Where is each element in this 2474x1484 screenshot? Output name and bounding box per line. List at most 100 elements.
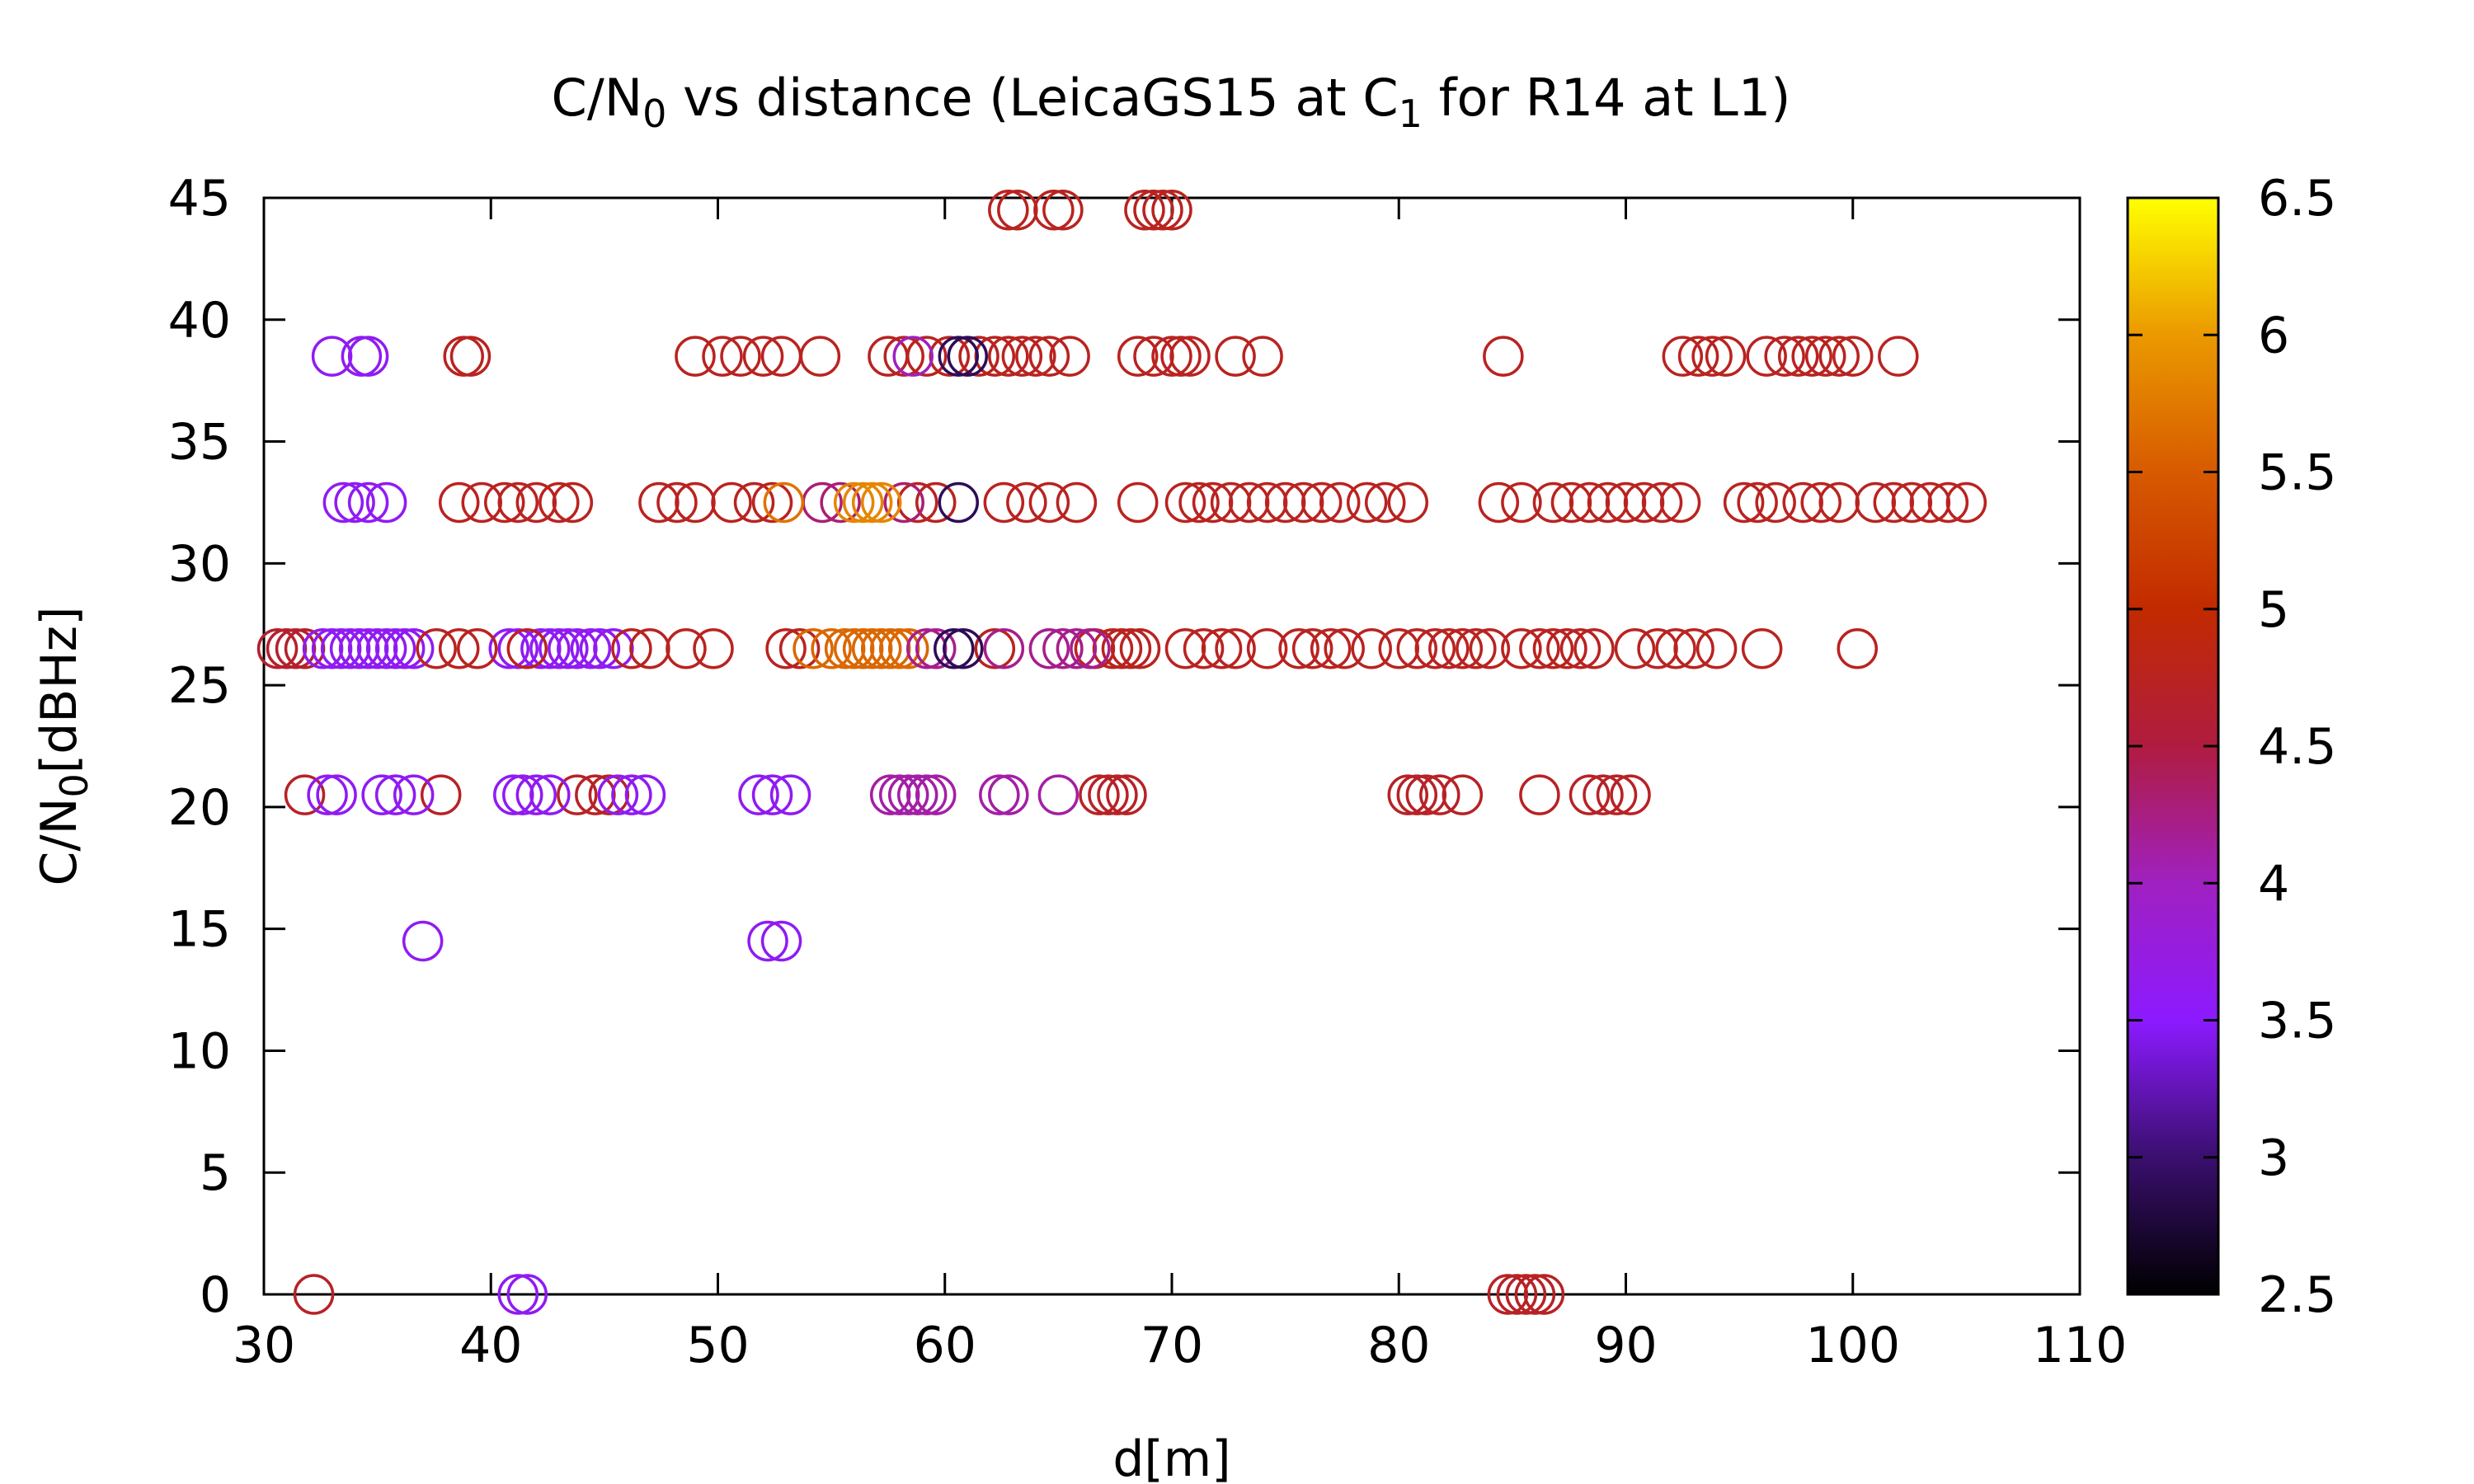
- data-point: [497, 628, 539, 669]
- data-point: [915, 774, 957, 815]
- data-point: [738, 774, 779, 815]
- data-point: [1641, 481, 1683, 524]
- data-point: [1583, 774, 1624, 815]
- y-tick-label: 45: [168, 170, 231, 228]
- data-point: [1264, 481, 1306, 524]
- data-point: [720, 336, 761, 377]
- data-point: [383, 628, 426, 669]
- data-point: [529, 774, 571, 815]
- data-point: [842, 628, 884, 669]
- data-point: [506, 1274, 548, 1315]
- data-point: [1662, 336, 1704, 377]
- data-point: [869, 774, 911, 815]
- y-tick-label: 20: [168, 779, 231, 837]
- data-point: [860, 481, 902, 524]
- data-point: [1487, 1274, 1529, 1315]
- data-point: [515, 481, 557, 524]
- y-tick-label: 0: [200, 1266, 231, 1324]
- colorbar-tick-label: 3: [2258, 1129, 2289, 1187]
- data-point: [1414, 628, 1456, 669]
- data-point: [1532, 481, 1574, 524]
- data-point: [320, 628, 362, 669]
- data-point: [1659, 481, 1701, 524]
- data-point: [1246, 481, 1288, 524]
- data-point: [1201, 628, 1243, 669]
- data-point: [1605, 481, 1647, 524]
- data-point: [799, 336, 841, 377]
- data-point: [1210, 481, 1252, 524]
- data-point: [1596, 774, 1638, 815]
- data-points: [256, 190, 1987, 1315]
- data-point: [520, 628, 562, 669]
- x-tick-label: 50: [686, 1317, 749, 1374]
- y-axis-title: C/N0[dBHz]: [31, 607, 96, 886]
- data-point: [675, 336, 716, 377]
- data-point: [1505, 1274, 1547, 1315]
- data-point: [905, 774, 948, 815]
- data-point: [275, 628, 317, 669]
- data-point: [302, 628, 344, 669]
- data-point: [1242, 336, 1283, 377]
- data-point: [1519, 774, 1560, 815]
- data-point: [629, 628, 670, 669]
- data-point: [1097, 774, 1138, 815]
- data-point: [860, 628, 902, 669]
- data-point: [593, 628, 634, 669]
- data-point: [820, 481, 861, 524]
- data-point: [1164, 628, 1206, 669]
- data-point: [1755, 481, 1796, 524]
- data-point: [1546, 628, 1587, 669]
- data-point: [1705, 336, 1747, 377]
- data-point: [887, 628, 929, 669]
- data-point: [1310, 628, 1352, 669]
- data-point: [611, 628, 652, 669]
- data-point: [1215, 628, 1256, 669]
- data-point: [1033, 190, 1075, 231]
- data-point: [570, 628, 612, 669]
- data-point: [1319, 481, 1361, 524]
- data-point: [938, 336, 980, 377]
- data-point: [1291, 628, 1333, 669]
- data-point: [461, 481, 502, 524]
- x-tick-label: 110: [2033, 1317, 2128, 1374]
- data-point: [1569, 774, 1611, 815]
- x-tick-label: 90: [1594, 1317, 1657, 1374]
- data-point: [488, 628, 530, 669]
- data-point: [402, 920, 444, 962]
- data-point: [256, 628, 299, 669]
- data-point: [597, 774, 639, 815]
- data-point: [416, 628, 457, 669]
- colorbar: [2126, 196, 2220, 1296]
- data-point: [1124, 190, 1165, 231]
- data-point: [374, 774, 416, 815]
- y-tick-label: 10: [168, 1022, 231, 1080]
- data-point: [1909, 481, 1951, 524]
- data-point: [493, 774, 534, 815]
- data-point: [266, 628, 308, 669]
- data-point: [675, 481, 716, 524]
- data-point: [979, 774, 1020, 815]
- data-point: [1764, 336, 1805, 377]
- data-point: [1405, 774, 1447, 815]
- data-point: [361, 774, 402, 815]
- x-tick-label: 100: [1805, 1317, 1900, 1374]
- data-point: [1160, 336, 1202, 377]
- data-point: [1396, 628, 1438, 669]
- data-point: [588, 774, 630, 815]
- data-point: [611, 774, 652, 815]
- data-point: [1442, 774, 1484, 815]
- data-point: [1387, 481, 1429, 524]
- data-point: [1891, 481, 1933, 524]
- data-point: [1573, 628, 1615, 669]
- data-point: [1478, 481, 1520, 524]
- data-point: [1324, 628, 1365, 669]
- x-tick-label: 40: [459, 1317, 522, 1374]
- data-point: [1782, 481, 1823, 524]
- data-point: [997, 190, 1038, 231]
- data-point: [1483, 336, 1524, 377]
- data-point: [1737, 481, 1778, 524]
- data-point: [1832, 336, 1874, 377]
- data-point: [1346, 481, 1388, 524]
- data-point: [1092, 628, 1134, 669]
- data-point: [329, 628, 371, 669]
